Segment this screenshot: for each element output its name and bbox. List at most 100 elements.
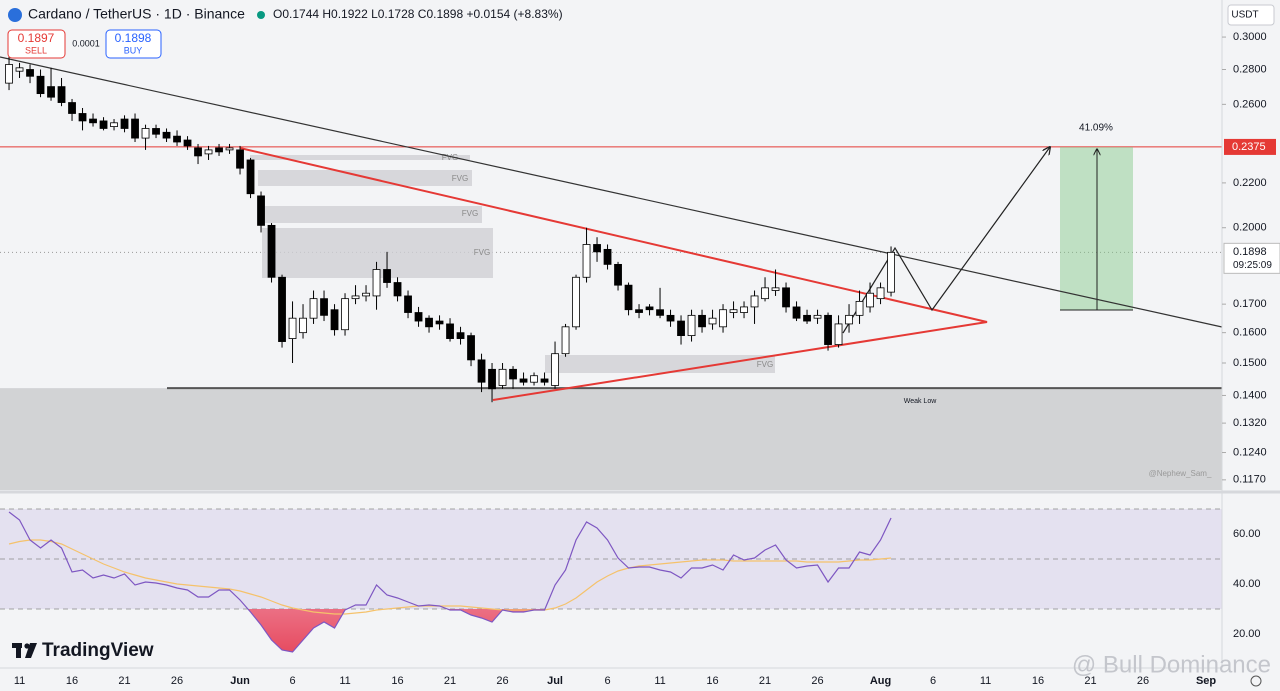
candle-body [194, 147, 202, 157]
fvg-zone [265, 206, 482, 223]
candle-body [320, 298, 328, 316]
candle-body [614, 263, 622, 286]
candle-body [36, 75, 45, 95]
candle-body [540, 378, 549, 383]
x-tick-label: 6 [930, 675, 936, 687]
settings-icon[interactable] [1250, 675, 1262, 687]
buy-button[interactable] [105, 29, 162, 59]
x-tick-label: 16 [391, 675, 403, 687]
sell-button[interactable] [7, 29, 66, 59]
currency[interactable]: USDT [1231, 10, 1258, 21]
candle-body [488, 368, 496, 390]
candle-body [330, 309, 339, 331]
y-tick-label: 0.1700 [1233, 298, 1267, 310]
candle-body [162, 131, 171, 139]
candles [5, 53, 895, 403]
candle-body [57, 86, 66, 103]
fvg-label: FVG [442, 153, 458, 162]
market-status [257, 11, 265, 19]
candle-body [698, 314, 706, 328]
candle-body [383, 269, 391, 283]
rsi-tick-label: 40.00 [1233, 578, 1261, 590]
rsi-line [8, 539, 892, 615]
candle-body [813, 314, 822, 319]
sell-price[interactable]: 0.1897 [18, 31, 55, 45]
candle-body [834, 323, 843, 345]
x-tick-label: 11 [339, 675, 350, 687]
x-tick-label: 21 [1084, 675, 1096, 687]
buy-price[interactable]: 0.1898 [115, 31, 152, 45]
brand: TradingView [42, 640, 154, 661]
candle-body [435, 320, 444, 325]
x-tick-label: 21 [444, 675, 456, 687]
candle-body [456, 332, 465, 339]
sell-label[interactable]: SELL [25, 45, 47, 55]
rsi-tick-label: 60.00 [1233, 528, 1261, 540]
candle-body [708, 317, 717, 325]
x-tick-label: 6 [604, 675, 610, 687]
candle-body [656, 309, 664, 316]
x-tick-label: 26 [171, 675, 183, 687]
currency-button[interactable] [1227, 4, 1275, 26]
x-tick-label: 26 [811, 675, 823, 687]
candle-body [477, 359, 486, 383]
x-tick-label: 6 [289, 675, 295, 687]
candle-body [299, 317, 307, 334]
candle-body [204, 149, 213, 155]
candle-body [645, 306, 654, 311]
countdown: 09:25:09 [1233, 260, 1272, 271]
candle-body [687, 314, 696, 337]
candle-body [47, 86, 55, 98]
candle-body [593, 244, 601, 253]
triangle [239, 147, 988, 401]
candle-body [257, 195, 265, 226]
weak-low-label: Weak Low [904, 398, 937, 405]
candle-body [5, 64, 13, 84]
brand-logo [12, 643, 37, 658]
x-tick-label: 16 [706, 675, 718, 687]
candle-body [792, 306, 801, 319]
projection-path [842, 147, 1050, 334]
x-tick-label: 11 [980, 675, 991, 687]
rsi-tick-label: 20.00 [1233, 628, 1261, 640]
candle-body [876, 287, 885, 300]
candle-body [582, 244, 591, 278]
candle-body [141, 128, 150, 139]
ohlc: O0.1744 H0.1922 L0.1728 C0.1898 +0.0154 … [273, 7, 563, 21]
last-price-label: 0.1898 [1233, 246, 1267, 258]
candle-body [278, 276, 286, 342]
candle-body [26, 69, 34, 77]
candle-body [551, 353, 559, 386]
candle-body [288, 317, 297, 339]
x-tick-label: Jul [547, 675, 563, 687]
candle-body [467, 335, 475, 361]
y-tick-label: 0.1320 [1233, 417, 1267, 429]
trend-line [0, 56, 1223, 328]
fvg-zone [545, 355, 775, 373]
y-tick-label: 0.1600 [1233, 327, 1267, 339]
candle-body [110, 122, 118, 127]
x-tick-label: 16 [66, 675, 78, 687]
candle-body [362, 292, 370, 297]
x-tick-label: 11 [14, 675, 25, 687]
coin-logo [8, 8, 22, 22]
y-tick-label: 0.1170 [1233, 474, 1266, 486]
candle-body [782, 287, 790, 308]
candle-body [866, 292, 874, 308]
candle-body [89, 118, 97, 124]
candle-body [771, 287, 780, 291]
candle-body [624, 284, 633, 311]
buy-label[interactable]: BUY [124, 45, 143, 55]
credit: @Nephew_Sam_ [1149, 469, 1212, 478]
candle-body [120, 118, 129, 129]
candle-body [215, 147, 223, 153]
y-tick-label: 0.1240 [1233, 446, 1267, 458]
candle-body [246, 159, 255, 195]
fvg-label: FVG [462, 209, 478, 218]
candle-body [572, 276, 580, 328]
candle-body [887, 251, 895, 293]
x-tick-label: 16 [1032, 675, 1044, 687]
